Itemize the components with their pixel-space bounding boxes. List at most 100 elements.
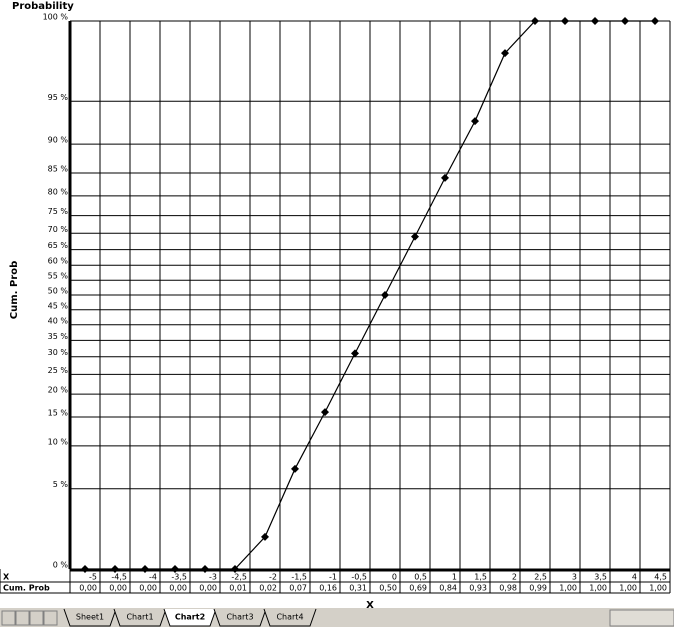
y-tick-label: 85 % [48, 164, 69, 173]
y-tick-label: 75 % [48, 207, 69, 216]
y-tick-label: 70 % [48, 225, 69, 234]
value-label: 0,50 [379, 584, 397, 593]
data-point [261, 532, 269, 541]
value-label: 0,02 [259, 584, 277, 593]
y-tick-label: 90 % [48, 136, 69, 145]
y-tick-label: 10 % [48, 437, 69, 446]
data-point [321, 408, 329, 417]
data-point [411, 232, 419, 241]
value-label: 0,99 [529, 584, 547, 593]
data-point [501, 49, 509, 58]
sheet-tab[interactable] [63, 608, 117, 627]
x-tick-label: 0,5 [414, 573, 427, 582]
x-tick-label: 2 [512, 573, 517, 582]
sheet-tab[interactable] [213, 608, 267, 627]
value-label: 1,00 [589, 584, 607, 593]
data-point [291, 464, 299, 473]
tabs: Sheet1 Chart1 Chart2 Chart3 Chart4 [1, 608, 317, 627]
y-tick-label: 30 % [48, 348, 69, 357]
data-point [171, 565, 179, 573]
sheet-tab-label: Sheet1 [76, 613, 104, 622]
data-point [591, 17, 599, 25]
x-tick-label: 3,5 [594, 573, 607, 582]
y-tick-label: 50 % [48, 287, 69, 296]
sheet-tab[interactable] [163, 608, 217, 627]
value-label: 0,01 [229, 584, 247, 593]
y-tick-label: 80 % [48, 187, 69, 196]
value-label: 1,00 [559, 584, 577, 593]
nav-button[interactable] [15, 610, 30, 626]
value-label: 0,07 [289, 584, 307, 593]
x-tick-label: -2 [269, 573, 277, 582]
nav-button[interactable] [29, 610, 44, 626]
scrollbar[interactable] [609, 609, 674, 627]
nav-button[interactable] [43, 610, 58, 626]
value-label: 0,31 [349, 584, 367, 593]
data-point [471, 117, 479, 126]
value-label: 0,93 [469, 584, 487, 593]
y-tick-label: 65 % [48, 241, 69, 250]
series-line [85, 20, 655, 570]
y-tick-label: 0 % [53, 561, 69, 570]
y-axis-title: Cum. Prob [9, 261, 20, 319]
data-point [651, 17, 659, 25]
value-label: 0,00 [199, 584, 217, 593]
x-tick-label: 4,5 [654, 573, 667, 582]
y-tick-label: 20 % [48, 386, 69, 395]
x-tick-label: -1 [329, 573, 337, 582]
y-tick-label: 60 % [48, 257, 69, 266]
y-tick-label: 95 % [48, 93, 69, 102]
nav-button[interactable] [1, 610, 16, 626]
y-tick-label: 5 % [53, 480, 69, 489]
value-label: 0,84 [439, 584, 457, 593]
value-label: 0,00 [169, 584, 187, 593]
y-tick-label: 45 % [48, 301, 69, 310]
y-tick-label: 35 % [48, 332, 69, 341]
data-point [201, 565, 209, 573]
x-tick-label: 1,5 [474, 573, 487, 582]
sheet-tab[interactable] [113, 608, 167, 627]
data-point [561, 17, 569, 25]
data-point [351, 349, 359, 358]
data-point [231, 565, 239, 573]
x-tick-label: -2,5 [231, 573, 247, 582]
value-label: 0,69 [409, 584, 427, 593]
y-tick-label: 15 % [48, 409, 69, 418]
chart-title: Probability [12, 1, 74, 12]
value-label: 0,16 [319, 584, 337, 593]
table-row-header: Cum. Prob [3, 584, 50, 593]
data-point [441, 173, 449, 182]
sheet-tab-label: Chart4 [276, 613, 303, 622]
sheet-tab[interactable] [263, 608, 317, 627]
y-tick-label: 100 % [43, 13, 69, 22]
value-label: 0,00 [139, 584, 157, 593]
value-label: 0,00 [109, 584, 127, 593]
y-tick-label: 40 % [48, 316, 69, 325]
value-label: 0,00 [79, 584, 97, 593]
x-tick-label: -1,5 [291, 573, 307, 582]
sheet-tab-label: Chart2 [175, 613, 205, 622]
x-tick-label: -0,5 [351, 573, 367, 582]
x-tick-label: -4 [149, 573, 157, 582]
value-label: 1,00 [619, 584, 637, 593]
x-tick-label: -4,5 [111, 573, 127, 582]
x-tick-label: -5 [89, 573, 97, 582]
data-point [381, 291, 389, 299]
x-tick-label: -3,5 [171, 573, 187, 582]
y-tick-label: 55 % [48, 272, 69, 281]
x-tick-label: 3 [572, 573, 577, 582]
x-tick-label: 2,5 [534, 573, 547, 582]
data-point [81, 565, 89, 573]
value-label: 1,00 [649, 584, 667, 593]
data-point [531, 17, 539, 25]
value-label: 0,98 [499, 584, 517, 593]
x-tick-label: -3 [209, 573, 217, 582]
sheet-tab-label: Chart1 [126, 613, 153, 622]
data-point [111, 565, 119, 573]
table-row-header: X [3, 573, 10, 582]
data-point [621, 17, 629, 25]
x-tick-label: 0 [392, 573, 397, 582]
sheet-tab-label: Chart3 [226, 613, 253, 622]
